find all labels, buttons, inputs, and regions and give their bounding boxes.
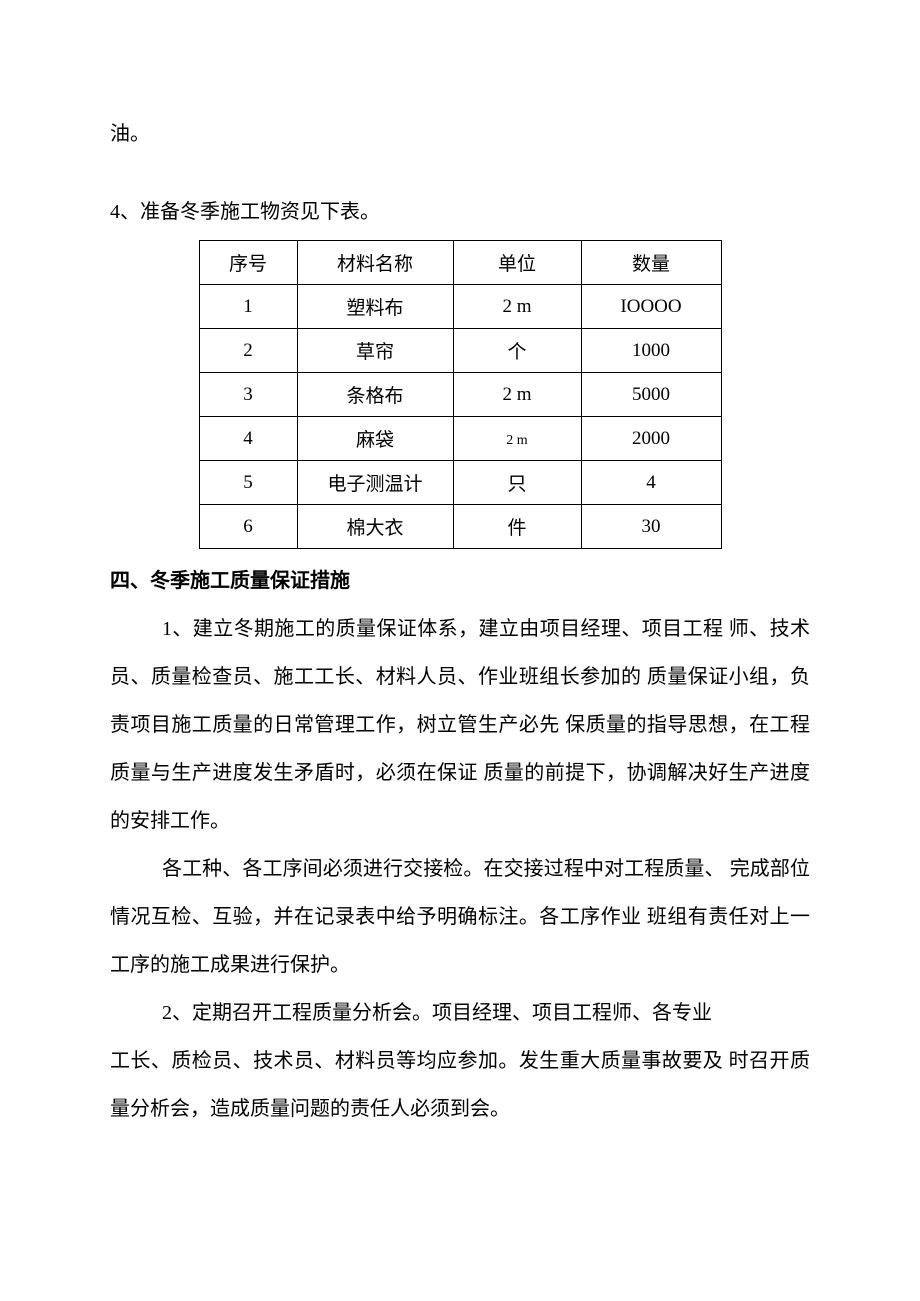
table-cell: 个 — [453, 329, 581, 373]
table-row: 1 塑料布 2 m IOOOO — [199, 285, 721, 329]
table-cell: 电子测温计 — [297, 461, 453, 505]
table-cell: 3 — [199, 373, 297, 417]
document-page: 油。 4、准备冬季施工物资见下表。 序号 材料名称 单位 数量 1 塑料布 2 … — [0, 0, 920, 1301]
table-cell: 条格布 — [297, 373, 453, 417]
table-cell: 2 — [199, 329, 297, 373]
table-cell: 4 — [199, 417, 297, 461]
table-row: 4 麻袋 2 m 2000 — [199, 417, 721, 461]
table-cell: IOOOO — [581, 285, 721, 329]
table-cell: 1 — [199, 285, 297, 329]
table-cell: 2 m — [453, 285, 581, 329]
paragraph-2: 各工种、各工序间必须进行交接检。在交接过程中对工程质量、 完成部位情况互检、互验… — [110, 845, 810, 989]
table-cell: 只 — [453, 461, 581, 505]
table-cell: 塑料布 — [297, 285, 453, 329]
table-header-cell: 单位 — [453, 241, 581, 285]
table-header-cell: 序号 — [199, 241, 297, 285]
table-cell: 5000 — [581, 373, 721, 417]
table-cell: 5 — [199, 461, 297, 505]
text-line-oil: 油。 — [110, 110, 810, 158]
table-cell: 30 — [581, 505, 721, 549]
table-cell: 1000 — [581, 329, 721, 373]
table-row: 3 条格布 2 m 5000 — [199, 373, 721, 417]
table-cell: 麻袋 — [297, 417, 453, 461]
table-row: 6 棉大衣 件 30 — [199, 505, 721, 549]
table-row: 2 草帘 个 1000 — [199, 329, 721, 373]
table-cell: 2 m — [453, 417, 581, 461]
text-line-prepare: 4、准备冬季施工物资见下表。 — [110, 188, 810, 236]
paragraph-1: 1、建立冬期施工的质量保证体系，建立由项目经理、项目工程 师、技术员、质量检查员… — [110, 605, 810, 845]
section-title: 四、冬季施工质量保证措施 — [110, 557, 810, 605]
table-cell: 棉大衣 — [297, 505, 453, 549]
table-cell-sub: 2 m — [506, 433, 527, 448]
table-header-cell: 数量 — [581, 241, 721, 285]
table-row: 5 电子测温计 只 4 — [199, 461, 721, 505]
paragraph-4: 工长、质检员、技术员、材料员等均应参加。发生重大质量事故要及 时召开质量分析会，… — [110, 1037, 810, 1133]
table-cell: 4 — [581, 461, 721, 505]
table-cell: 6 — [199, 505, 297, 549]
materials-table: 序号 材料名称 单位 数量 1 塑料布 2 m IOOOO 2 草帘 个 100… — [199, 240, 722, 549]
table-header-cell: 材料名称 — [297, 241, 453, 285]
table-cell: 2000 — [581, 417, 721, 461]
table-cell: 件 — [453, 505, 581, 549]
table-header-row: 序号 材料名称 单位 数量 — [199, 241, 721, 285]
table-cell: 草帘 — [297, 329, 453, 373]
table-cell: 2 m — [453, 373, 581, 417]
paragraph-3: 2、定期召开工程质量分析会。项目经理、项目工程师、各专业 — [110, 989, 810, 1037]
